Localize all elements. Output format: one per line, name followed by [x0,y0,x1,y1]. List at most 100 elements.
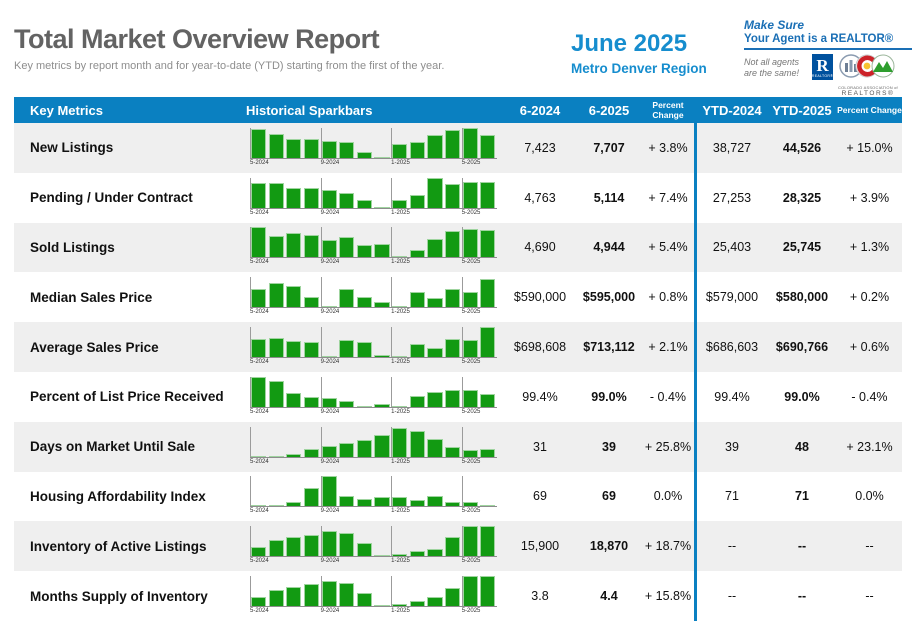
metric-label: Inventory of Active Listings [30,538,207,554]
spark-bar [251,597,267,607]
spark-bar [445,447,461,457]
sparkbar-chart: 5-2024 9-2024 1-2025 5-2025 [250,277,497,317]
realtor-banner-rule [744,48,912,50]
spark-bar [427,495,443,507]
sparkbar-axis-label: 9-2024 [320,558,340,565]
sparkbar-cell: 5-2024 9-2024 1-2025 5-2025 [246,177,504,218]
spark-bar [374,403,390,407]
spark-bar [268,235,284,258]
sparkbar-gridline [320,127,322,158]
spark-bar [462,339,478,358]
spark-bar [321,580,337,607]
spark-bar [462,390,478,407]
spark-bar [462,228,478,258]
spark-bar [286,501,302,507]
sparkbar-bars [250,376,497,407]
spark-bar [409,195,425,208]
spark-bar [339,288,355,308]
sparkbar-gridline [391,426,393,457]
spark-bar [268,283,284,308]
sparkbar-axis-label: 1-2025 [391,508,410,515]
spark-bar [339,401,355,407]
sparkbar-gridline [320,576,322,607]
sparkbar-gridline [461,526,463,557]
spark-bar [374,354,390,358]
value-ytd-percent-change: + 23.1% [846,439,893,454]
spark-bar [286,233,302,258]
sparkbar-gridline [461,327,463,358]
metric-label: Pending / Under Contract [30,190,193,206]
sparkbar-axis-label: 9-2024 [320,458,340,465]
value-ytd-2024: $579,000 [705,290,759,305]
sparkbar-axis-label: 1-2025 [391,209,410,216]
spark-bar [462,182,478,208]
spark-bar [462,501,478,507]
spark-bar [286,586,302,607]
spark-bar [251,376,267,407]
sparkbar-gridline [250,177,251,208]
value-month-2024: 31 [533,439,547,454]
spark-bar [339,443,355,457]
value-month-percent-change: 0.0% [653,489,683,504]
sparkbar-chart: 5-2024 9-2024 1-2025 5-2025 [250,177,497,218]
col-header-month-percent-change: Percent Change [652,100,684,120]
value-month-2025: 39 [602,439,616,454]
spark-bar [303,342,320,358]
sparkbar-axis-label: 5-2024 [250,209,269,216]
spark-bar [268,589,284,607]
spark-bar [303,188,320,208]
sparkbar-axis-label: 1-2025 [391,359,410,366]
value-ytd-2025: 71 [795,489,809,504]
spark-bar [268,133,284,158]
sparkbar-axis-label: 9-2024 [320,608,340,615]
spark-bar [303,583,320,607]
spark-bar [409,344,425,358]
sparkbar-gridline [461,227,463,258]
spark-bar [462,526,478,557]
spark-bar [392,255,408,258]
col-header-ytd-2025: YTD-2025 [772,102,832,118]
sparkbar-gridline [391,227,393,258]
sparkbar-gridline [320,376,322,407]
sparkbar-axis-label: 1-2025 [391,608,410,615]
spark-bar [445,339,461,358]
spark-bar [268,337,284,358]
sparkbar-gridline [391,476,393,507]
spark-bar [392,355,408,358]
sparkbar-axis-label: 9-2024 [320,259,340,266]
table-row: Inventory of Active Listings 5-2024 9-202… [14,521,902,572]
realtor-tagline: Not all agents are the same! [744,57,800,79]
realtor-banner-line1: Make Sure [744,18,805,32]
sparkbar-chart: 5-2024 9-2024 1-2025 5-2025 [250,526,497,566]
spark-bar [251,183,267,208]
spark-bar [286,453,302,457]
value-ytd-2024: 27,253 [712,190,752,205]
spark-bar [427,391,443,407]
spark-bar [427,297,443,308]
sparkbar-bars [250,127,497,158]
report-month: June 2025 [571,30,688,57]
spark-bar [321,530,337,557]
spark-bar [392,405,408,407]
spark-bar [303,449,320,457]
spark-bar [462,127,478,158]
value-ytd-2025: $580,000 [775,290,829,305]
col-header-ytd-2024: YTD-2024 [702,102,762,118]
value-ytd-percent-change: + 0.2% [849,290,890,305]
sparkbar-bars [250,177,497,208]
spark-bar [321,189,337,208]
sparkbar-axis-label: 1-2025 [391,309,410,316]
sparkbar-axis-label: 5-2025 [461,359,481,366]
value-month-2025: 5,114 [593,190,625,205]
metric-label: Average Sales Price [30,339,159,355]
value-month-2025: 99.0% [591,389,627,404]
value-ytd-percent-change: + 0.6% [849,340,890,355]
value-month-2025: 7,707 [593,140,625,155]
value-month-2024: $590,000 [513,290,567,305]
sparkbar-gridline [391,127,393,158]
sparkbar-gridline [461,576,463,607]
table-row: Housing Affordability Index 5-2024 9-2024… [14,471,902,522]
spark-bar [445,183,461,208]
spark-bar [409,291,425,308]
table-row: Sold Listings 5-2024 9-2024 1-2025 5-2025 4… [14,222,902,273]
